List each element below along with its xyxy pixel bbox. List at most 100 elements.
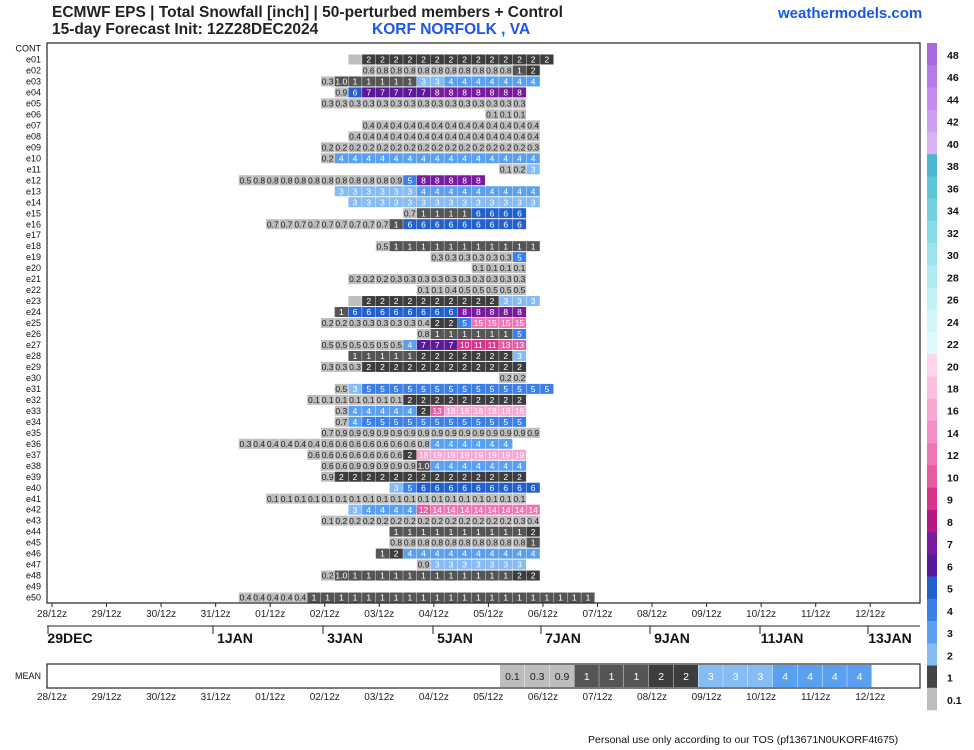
cell-e04-24	[375, 87, 390, 98]
cell-e39-34	[512, 471, 527, 482]
cell-label-e03-24: 1	[380, 77, 385, 87]
cell-e12-15	[252, 175, 266, 186]
cell-label-e15-31: 6	[476, 208, 481, 218]
cell-e40-31	[471, 482, 485, 493]
cell-label-e18-35: 1	[531, 241, 536, 251]
time-tick-label-6: 03/12z	[364, 609, 394, 620]
cell-label-e33-31: 18	[474, 406, 484, 416]
cell-e07-27	[416, 120, 431, 131]
cell-label-e43-34: 0.3	[514, 516, 526, 526]
cell-e35-29	[444, 427, 458, 438]
cell-e21-22	[348, 274, 362, 285]
cell-label-e34-25: 5	[394, 417, 399, 427]
cell-e07-23	[362, 120, 376, 131]
cell-e08-35	[526, 131, 540, 142]
cell-e50-33	[499, 592, 513, 603]
colorbar-swatch-25	[927, 598, 937, 622]
cell-e27-25	[389, 339, 403, 350]
cell-e10-20	[321, 153, 335, 164]
cell-e22-33	[499, 285, 513, 296]
cell-label-e23-34: 3	[517, 296, 522, 306]
cell-label-e08-34: 0.4	[514, 131, 526, 141]
cell-e13-31	[471, 186, 485, 197]
cell-label-e32-28: 2	[435, 395, 440, 405]
cell-label-e24-22: 6	[353, 307, 358, 317]
time-tick-label-7: 04/12z	[419, 609, 449, 620]
cell-e41-21	[334, 493, 348, 504]
member-label-e36: e36	[26, 439, 41, 449]
mean-cell-label-3: 1	[584, 671, 590, 683]
cell-label-e31-32: 5	[490, 384, 495, 394]
cell-label-e01-26: 2	[407, 55, 412, 65]
cell-label-e40-29: 6	[449, 483, 454, 493]
cell-label-e50-33: 1	[503, 593, 508, 603]
cell-label-e13-33: 4	[503, 186, 508, 196]
cell-label-e48-34: 2	[517, 571, 522, 581]
cell-label-e24-26: 6	[407, 307, 412, 317]
cell-label-e29-23: 2	[366, 362, 371, 372]
cell-label-e02-34: 1	[517, 66, 522, 76]
cell-label-e34-22: 4	[353, 417, 358, 427]
cell-e36-15	[252, 438, 266, 449]
cell-e12-21	[334, 175, 348, 186]
cell-e35-35	[526, 427, 540, 438]
colorbar-label-27: 2	[947, 650, 953, 662]
brand-link[interactable]: weathermodels.com	[778, 5, 923, 22]
cell-e12-22	[348, 175, 362, 186]
cell-label-e40-30: 6	[462, 483, 467, 493]
colorbar-swatch-12	[927, 309, 937, 333]
cell-label-e31-29: 5	[449, 384, 454, 394]
cell-label-e37-32: 19	[487, 450, 497, 460]
cell-e43-34	[512, 515, 527, 526]
cell-label-e07-26: 0.4	[404, 120, 416, 130]
cell-e28-33	[499, 350, 513, 361]
cell-e45-26	[403, 537, 417, 548]
cell-label-e02-31: 0.8	[472, 66, 484, 76]
cell-e42-22	[348, 504, 362, 515]
mean-time-label-7: 04/12z	[419, 692, 449, 703]
cell-e23-27	[416, 296, 431, 307]
cell-e41-17	[279, 493, 294, 504]
cell-label-e40-28: 6	[435, 483, 440, 493]
cell-label-e07-29: 0.4	[445, 120, 457, 130]
cell-label-e27-33: 13	[501, 340, 511, 350]
cell-e04-28	[430, 87, 444, 98]
cell-label-e15-33: 6	[503, 208, 508, 218]
cell-label-e47-32: 3	[490, 560, 495, 570]
cell-label-e43-30: 0.2	[459, 516, 471, 526]
cell-label-e12-24: 0.8	[377, 175, 389, 185]
cell-label-e04-27: 7	[421, 88, 426, 98]
cell-label-e02-24: 0.8	[377, 66, 389, 76]
member-label-e13: e13	[26, 186, 41, 196]
cell-e08-26	[403, 131, 417, 142]
cell-label-e21-34: 0.3	[514, 274, 526, 284]
cell-e46-30	[458, 548, 472, 559]
cell-label-e12-21: 0.8	[335, 175, 347, 185]
member-label-e28: e28	[26, 351, 41, 361]
cell-label-e42-30: 14	[460, 505, 470, 515]
cell-label-e33-32: 18	[487, 406, 497, 416]
cell-label-e02-28: 0.8	[431, 66, 443, 76]
cell-e10-27	[416, 153, 431, 164]
cell-label-e10-22: 4	[353, 153, 358, 163]
cell-e39-20	[321, 471, 335, 482]
cell-label-e36-16: 0.4	[267, 439, 279, 449]
mean-time-label-14: 11/12z	[801, 692, 830, 703]
cell-e34-34	[512, 416, 527, 427]
cell-e42-32	[485, 504, 499, 515]
cell-label-e39-24: 2	[380, 472, 385, 482]
cell-label-e35-35: 0.9	[527, 428, 539, 438]
cell-label-e39-31: 2	[476, 472, 481, 482]
cell-label-e36-21: 0.6	[335, 439, 347, 449]
cell-label-e41-24: 0.1	[377, 494, 389, 504]
cell-e42-28	[430, 504, 444, 515]
cell-label-e50-14: 0.4	[240, 593, 252, 603]
cell-e48-30	[458, 570, 472, 581]
member-label-e38: e38	[26, 461, 41, 471]
cell-e15-34	[512, 208, 527, 219]
cell-e02-25	[389, 65, 403, 76]
cell-label-e29-25: 2	[394, 362, 399, 372]
cell-e50-27	[416, 592, 431, 603]
cell-label-e35-32: 0.9	[486, 428, 498, 438]
cell-e03-28	[430, 76, 444, 87]
